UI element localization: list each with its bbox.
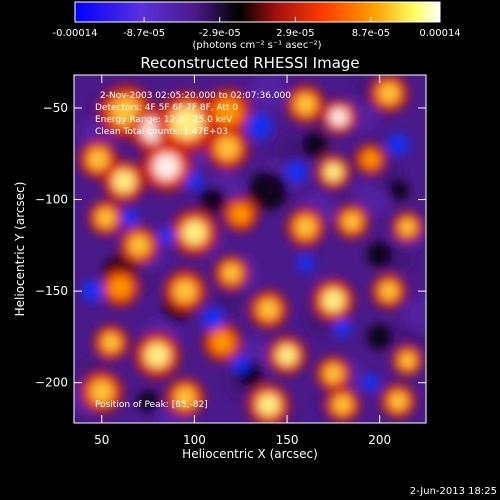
x-tick-label: 200 [368,433,391,447]
y-tick-label: −100 [35,193,68,207]
annotations: 2-Nov-2003 02:05:20.000 to 02:07:36.000 D… [95,91,291,137]
y-tick-label: −50 [43,101,68,115]
y-tick-label: −200 [35,376,68,390]
y-axis-label: Heliocentric Y (arcsec) [13,182,27,317]
annotation-line: Detectors: 4F 5F 6F 7F 8F, Att 0 [95,103,238,113]
peak-position-note: Position of Peak: [85,-82] [95,400,208,410]
x-tick-label: 150 [276,433,299,447]
colorbar-tick-label: 2.9e-05 [276,28,314,39]
x-axis: 50 100 150 200 [94,75,391,447]
colorbar [74,1,441,23]
annotation-line: 2-Nov-2003 02:05:20.000 to 02:07:36.000 [100,91,291,101]
plot-frame [73,74,427,424]
colorbar-ticks: -0.00014 -8.7e-05 -2.9e-05 2.9e-05 8.7e-05 0.… [53,17,461,39]
footer-date: 2-Jun-2013 18:25 [410,486,497,497]
colorbar-tick-label: -8.7e-05 [123,28,165,39]
annotation-line: Clean Total counts: 1.47E+03 [95,127,228,137]
annotation-line: Energy Range: 12.0 - 25.0 keV [95,115,233,125]
colorbar-tick-label: -2.9e-05 [199,28,241,39]
colorbar-tick-label: -0.00014 [53,28,98,39]
y-axis: −50 −100 −150 −200 [35,101,426,390]
colorbar-unit-label: (photons cm⁻² s⁻¹ asec⁻²) [192,40,321,51]
x-tick-label: 50 [94,433,109,447]
colorbar-tick-label: 8.7e-05 [352,28,390,39]
chart-title: Reconstructed RHESSI Image [140,54,359,72]
x-tick-label: 100 [183,433,206,447]
x-axis-label: Heliocentric X (arcsec) [182,447,318,461]
y-tick-label: −150 [35,284,68,298]
colorbar-tick-label: 0.00014 [419,28,460,39]
heatmap-area [74,75,426,423]
